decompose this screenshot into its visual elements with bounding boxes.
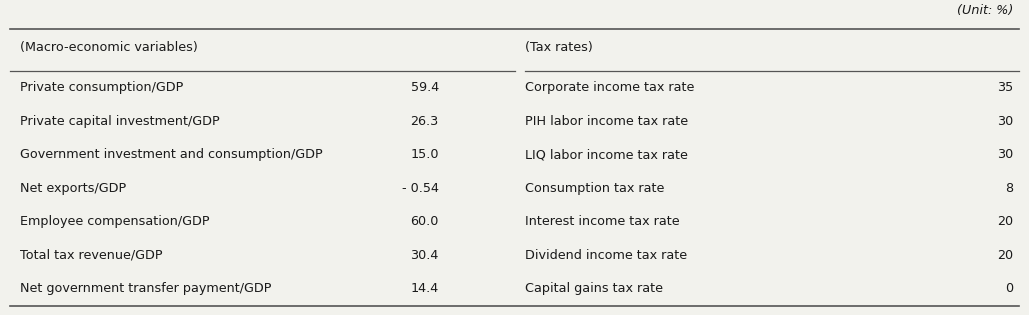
Text: Capital gains tax rate: Capital gains tax rate (525, 283, 663, 295)
Text: 20: 20 (997, 215, 1014, 228)
Text: 8: 8 (1005, 182, 1014, 195)
Text: 35: 35 (997, 81, 1014, 94)
Text: 0: 0 (1005, 283, 1014, 295)
Text: Employee compensation/GDP: Employee compensation/GDP (21, 215, 210, 228)
Text: 59.4: 59.4 (411, 81, 438, 94)
Text: - 0.54: - 0.54 (402, 182, 438, 195)
Text: 30: 30 (997, 115, 1014, 128)
Text: (Macro-economic variables): (Macro-economic variables) (21, 41, 199, 54)
Text: (Unit: %): (Unit: %) (957, 4, 1014, 17)
Text: 26.3: 26.3 (411, 115, 438, 128)
Text: 30.4: 30.4 (411, 249, 438, 262)
Text: Government investment and consumption/GDP: Government investment and consumption/GD… (21, 148, 323, 161)
Text: Net government transfer payment/GDP: Net government transfer payment/GDP (21, 283, 272, 295)
Text: Total tax revenue/GDP: Total tax revenue/GDP (21, 249, 163, 262)
Text: (Tax rates): (Tax rates) (525, 41, 593, 54)
Text: 15.0: 15.0 (411, 148, 438, 161)
Text: Private capital investment/GDP: Private capital investment/GDP (21, 115, 220, 128)
Text: 60.0: 60.0 (411, 215, 438, 228)
Text: LIQ labor income tax rate: LIQ labor income tax rate (525, 148, 687, 161)
Text: Dividend income tax rate: Dividend income tax rate (525, 249, 686, 262)
Text: 30: 30 (997, 148, 1014, 161)
Text: Net exports/GDP: Net exports/GDP (21, 182, 127, 195)
Text: PIH labor income tax rate: PIH labor income tax rate (525, 115, 687, 128)
Text: 14.4: 14.4 (411, 283, 438, 295)
Text: Interest income tax rate: Interest income tax rate (525, 215, 679, 228)
Text: Consumption tax rate: Consumption tax rate (525, 182, 664, 195)
Text: Private consumption/GDP: Private consumption/GDP (21, 81, 184, 94)
Text: Corporate income tax rate: Corporate income tax rate (525, 81, 694, 94)
Text: 20: 20 (997, 249, 1014, 262)
